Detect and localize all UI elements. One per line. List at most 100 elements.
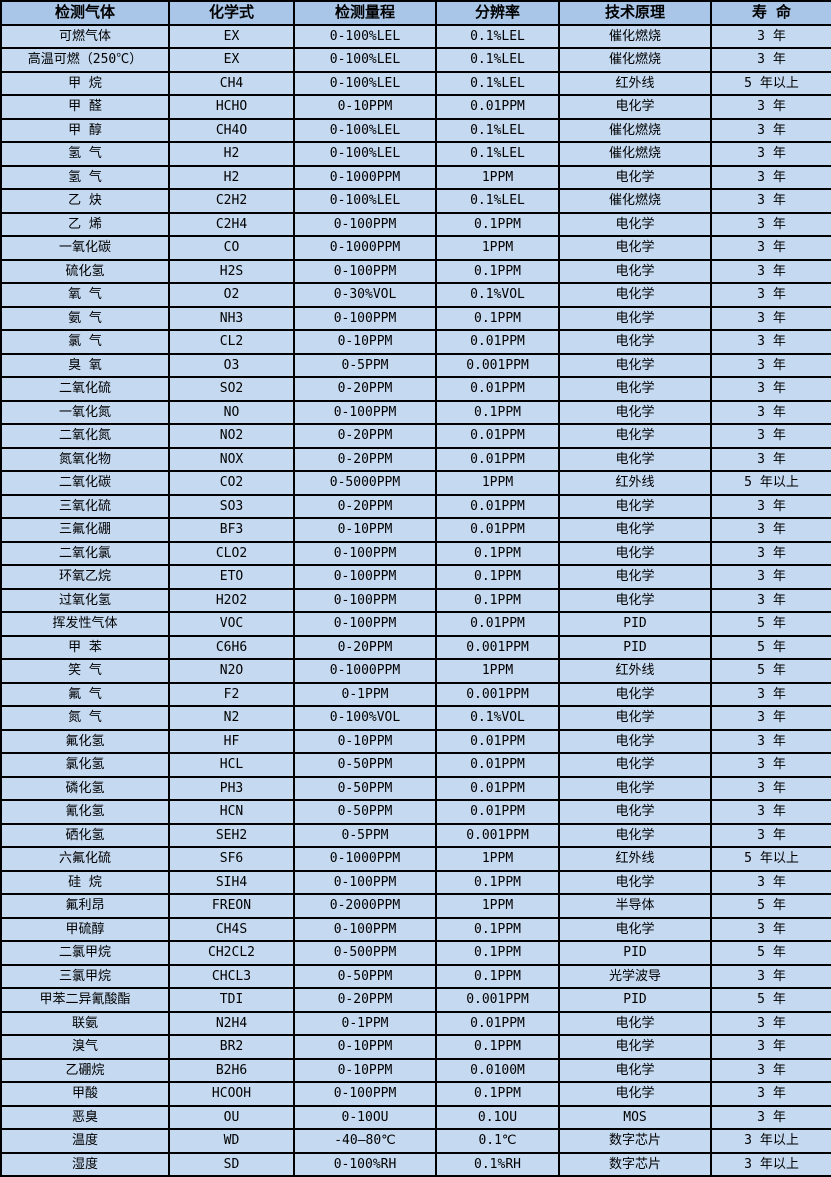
- formula-cell: O3: [168, 352, 295, 378]
- table-row: 环氧乙烷 ETO 0-100PPM 0.1PPM 电化学 3 年: [0, 564, 831, 590]
- gas-name-cell: 氯 气: [0, 329, 170, 355]
- range-cell: 0-20PPM: [293, 987, 437, 1013]
- resolution-cell: 0.1%LEL: [435, 70, 560, 96]
- range-cell: 0-100PPM: [293, 211, 437, 237]
- table-row: 氟化氢 HF 0-10PPM 0.01PPM 电化学 3 年: [0, 728, 831, 754]
- lifespan-cell: 5 年: [710, 658, 831, 684]
- gas-name-cell: 氮 气: [0, 705, 170, 731]
- gas-table-body: 可燃气体 EX 0-100%LEL 0.1%LEL 催化燃烧 3 年高温可燃（250℃） E…: [0, 23, 831, 1177]
- resolution-cell: 0.1%LEL: [435, 117, 560, 143]
- formula-cell: O2: [168, 282, 295, 308]
- lifespan-cell: 5 年: [710, 634, 831, 660]
- table-row: 一氧化氮 NO 0-100PPM 0.1PPM 电化学 3 年: [0, 399, 831, 425]
- formula-cell: CH4O: [168, 117, 295, 143]
- formula-cell: WD: [168, 1128, 295, 1154]
- principle-cell: 红外线: [558, 846, 712, 872]
- gas-name-cell: 甲硫醇: [0, 916, 170, 942]
- resolution-cell: 0.001PPM: [435, 681, 560, 707]
- lifespan-cell: 5 年: [710, 893, 831, 919]
- lifespan-cell: 3 年: [710, 94, 831, 120]
- principle-cell: 数字芯片: [558, 1151, 712, 1177]
- lifespan-cell: 5 年: [710, 987, 831, 1013]
- principle-cell: 催化燃烧: [558, 117, 712, 143]
- table-row: 温度 WD -40—80℃ 0.1℃ 数字芯片 3 年以上: [0, 1128, 831, 1154]
- lifespan-cell: 3 年: [710, 282, 831, 308]
- lifespan-cell: 3 年: [710, 423, 831, 449]
- column-header-range: 检测量程: [293, 0, 437, 26]
- formula-cell: C2H4: [168, 211, 295, 237]
- table-row: 氨 气 NH3 0-100PPM 0.1PPM 电化学 3 年: [0, 305, 831, 331]
- resolution-cell: 0.01PPM: [435, 1010, 560, 1036]
- formula-cell: CH4: [168, 70, 295, 96]
- lifespan-cell: 3 年: [710, 728, 831, 754]
- principle-cell: 催化燃烧: [558, 47, 712, 73]
- range-cell: 0-20PPM: [293, 446, 437, 472]
- gas-name-cell: 溴气: [0, 1034, 170, 1060]
- lifespan-cell: 3 年: [710, 23, 831, 49]
- range-cell: 0-100PPM: [293, 305, 437, 331]
- gas-name-cell: 甲 烷: [0, 70, 170, 96]
- lifespan-cell: 3 年: [710, 1104, 831, 1130]
- lifespan-cell: 3 年: [710, 1010, 831, 1036]
- resolution-cell: 0.1PPM: [435, 869, 560, 895]
- range-cell: 0-20PPM: [293, 423, 437, 449]
- formula-cell: ETO: [168, 564, 295, 590]
- principle-cell: 催化燃烧: [558, 188, 712, 214]
- range-cell: 0-5000PPM: [293, 470, 437, 496]
- principle-cell: 电化学: [558, 564, 712, 590]
- principle-cell: 电化学: [558, 282, 712, 308]
- principle-cell: 电化学: [558, 164, 712, 190]
- range-cell: 0-5PPM: [293, 822, 437, 848]
- table-row: 二氧化氯 CLO2 0-100PPM 0.1PPM 电化学 3 年: [0, 540, 831, 566]
- principle-cell: PID: [558, 634, 712, 660]
- principle-cell: 电化学: [558, 869, 712, 895]
- range-cell: 0-500PPM: [293, 940, 437, 966]
- range-cell: 0-1000PPM: [293, 235, 437, 261]
- formula-cell: HCHO: [168, 94, 295, 120]
- formula-cell: CLO2: [168, 540, 295, 566]
- principle-cell: 电化学: [558, 235, 712, 261]
- gas-name-cell: 氯化氢: [0, 752, 170, 778]
- principle-cell: 电化学: [558, 1034, 712, 1060]
- gas-name-cell: 二氧化碳: [0, 470, 170, 496]
- range-cell: 0-100PPM: [293, 399, 437, 425]
- formula-cell: EX: [168, 23, 295, 49]
- lifespan-cell: 3 年: [710, 752, 831, 778]
- range-cell: 0-100PPM: [293, 564, 437, 590]
- principle-cell: MOS: [558, 1104, 712, 1130]
- lifespan-cell: 3 年: [710, 1081, 831, 1107]
- table-row: 三氧化硫 SO3 0-20PPM 0.01PPM 电化学 3 年: [0, 493, 831, 519]
- range-cell: 0-50PPM: [293, 799, 437, 825]
- gas-name-cell: 硅 烷: [0, 869, 170, 895]
- gas-name-cell: 氰化氢: [0, 799, 170, 825]
- resolution-cell: 0.01PPM: [435, 611, 560, 637]
- resolution-cell: 0.1PPM: [435, 564, 560, 590]
- resolution-cell: 1PPM: [435, 470, 560, 496]
- lifespan-cell: 5 年以上: [710, 470, 831, 496]
- gas-name-cell: 三氟化硼: [0, 517, 170, 543]
- resolution-cell: 1PPM: [435, 846, 560, 872]
- table-row: 硅 烷 SIH4 0-100PPM 0.1PPM 电化学 3 年: [0, 869, 831, 895]
- formula-cell: CH2CL2: [168, 940, 295, 966]
- table-row: 氢 气 H2 0-100%LEL 0.1%LEL 催化燃烧 3 年: [0, 141, 831, 167]
- lifespan-cell: 3 年: [710, 517, 831, 543]
- range-cell: 0-20PPM: [293, 376, 437, 402]
- principle-cell: PID: [558, 940, 712, 966]
- lifespan-cell: 3 年: [710, 493, 831, 519]
- range-cell: 0-10PPM: [293, 1034, 437, 1060]
- principle-cell: 电化学: [558, 258, 712, 284]
- gas-name-cell: 二氧化氮: [0, 423, 170, 449]
- resolution-cell: 1PPM: [435, 658, 560, 684]
- formula-cell: OU: [168, 1104, 295, 1130]
- formula-cell: H2O2: [168, 587, 295, 613]
- lifespan-cell: 3 年: [710, 705, 831, 731]
- range-cell: 0-10PPM: [293, 728, 437, 754]
- formula-cell: SF6: [168, 846, 295, 872]
- table-row: 甲硫醇 CH4S 0-100PPM 0.1PPM 电化学 3 年: [0, 916, 831, 942]
- principle-cell: PID: [558, 611, 712, 637]
- principle-cell: 电化学: [558, 822, 712, 848]
- lifespan-cell: 3 年: [710, 587, 831, 613]
- principle-cell: 催化燃烧: [558, 23, 712, 49]
- range-cell: 0-20PPM: [293, 493, 437, 519]
- table-row: 氟利昂 FREON 0-2000PPM 1PPM 半导体 5 年: [0, 893, 831, 919]
